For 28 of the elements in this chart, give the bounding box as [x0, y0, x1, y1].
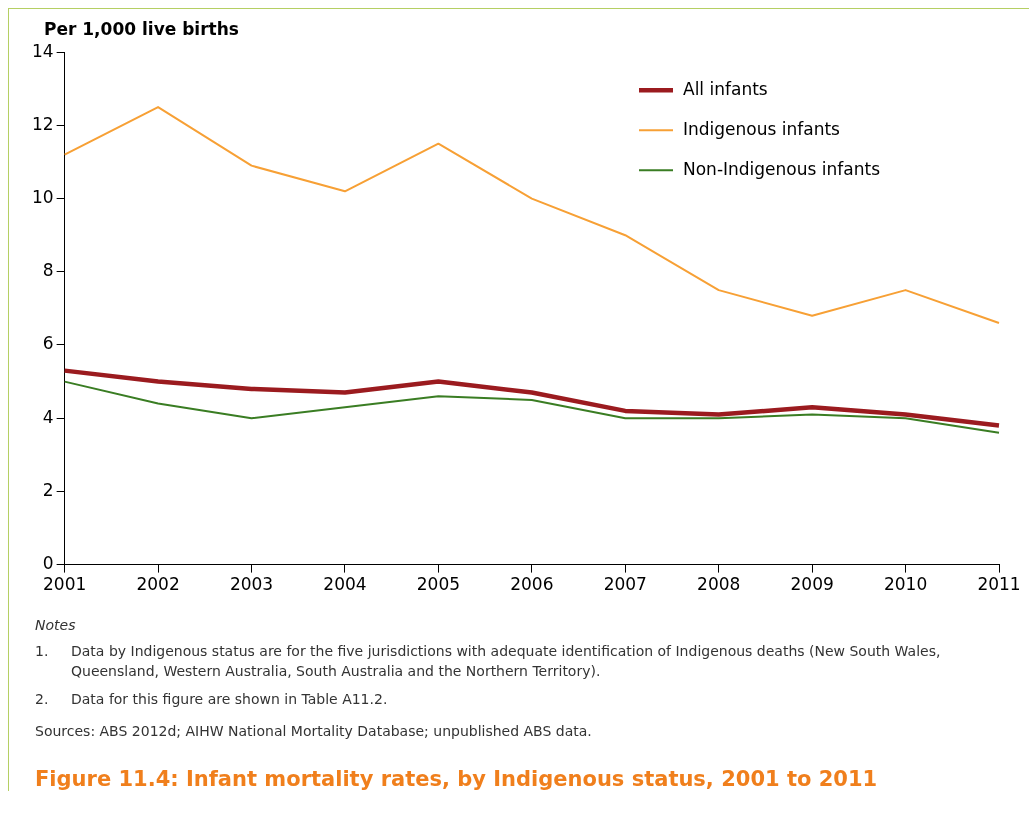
y-tick-label: 14: [31, 40, 54, 61]
text: Notes: [35, 617, 77, 633]
x-tick-label: 2003: [229, 574, 274, 595]
x-tick-label: 2008: [697, 574, 741, 595]
y-axis-title: Per 1,000 live births: [44, 19, 240, 39]
y-tick-label: 8: [42, 260, 54, 281]
y-tick-label: 4: [42, 406, 54, 427]
x-tick-label: 2001: [43, 574, 87, 595]
y-tick-label: 12: [31, 113, 54, 134]
x-tick-label: 2005: [416, 574, 461, 595]
text: Figure 11.4: Infant mortality rates, by Indigenous status, 2001 to 2011: [35, 767, 879, 791]
x-tick-label: 2006: [510, 574, 554, 595]
legend-label: Non-Indigenous infants: [683, 158, 881, 179]
x-tick-label: 2002: [136, 574, 180, 595]
y-tick-label: 2: [42, 479, 54, 500]
source-note: Sources: ABS 2012d; AIHW National Mortality Database; unpublished ABS data.: [35, 723, 593, 739]
text: 1. Data by Indigenous status are for the five jurisdictions with adequate identification of Indigenous deaths (New South Wales, Queensland, Western Australia, South Australia and the Northern Territory).: [35, 643, 941, 679]
x-tick-label: 2007: [603, 574, 647, 595]
y-tick-label: 6: [42, 333, 54, 354]
x-tick-label: 2009: [790, 574, 834, 595]
legend-label: All infants: [683, 78, 768, 99]
x-tick-label: 2004: [323, 574, 367, 595]
x-tick-label: 2011: [977, 574, 1021, 595]
y-tick-label: 10: [31, 187, 54, 208]
x-tick-label: 2010: [883, 574, 928, 595]
y-tick-label: 0: [42, 553, 54, 574]
legend-label: Indigenous infants: [683, 118, 841, 139]
text: 2. Data for this figure are shown in Table A11.2.: [35, 691, 388, 707]
